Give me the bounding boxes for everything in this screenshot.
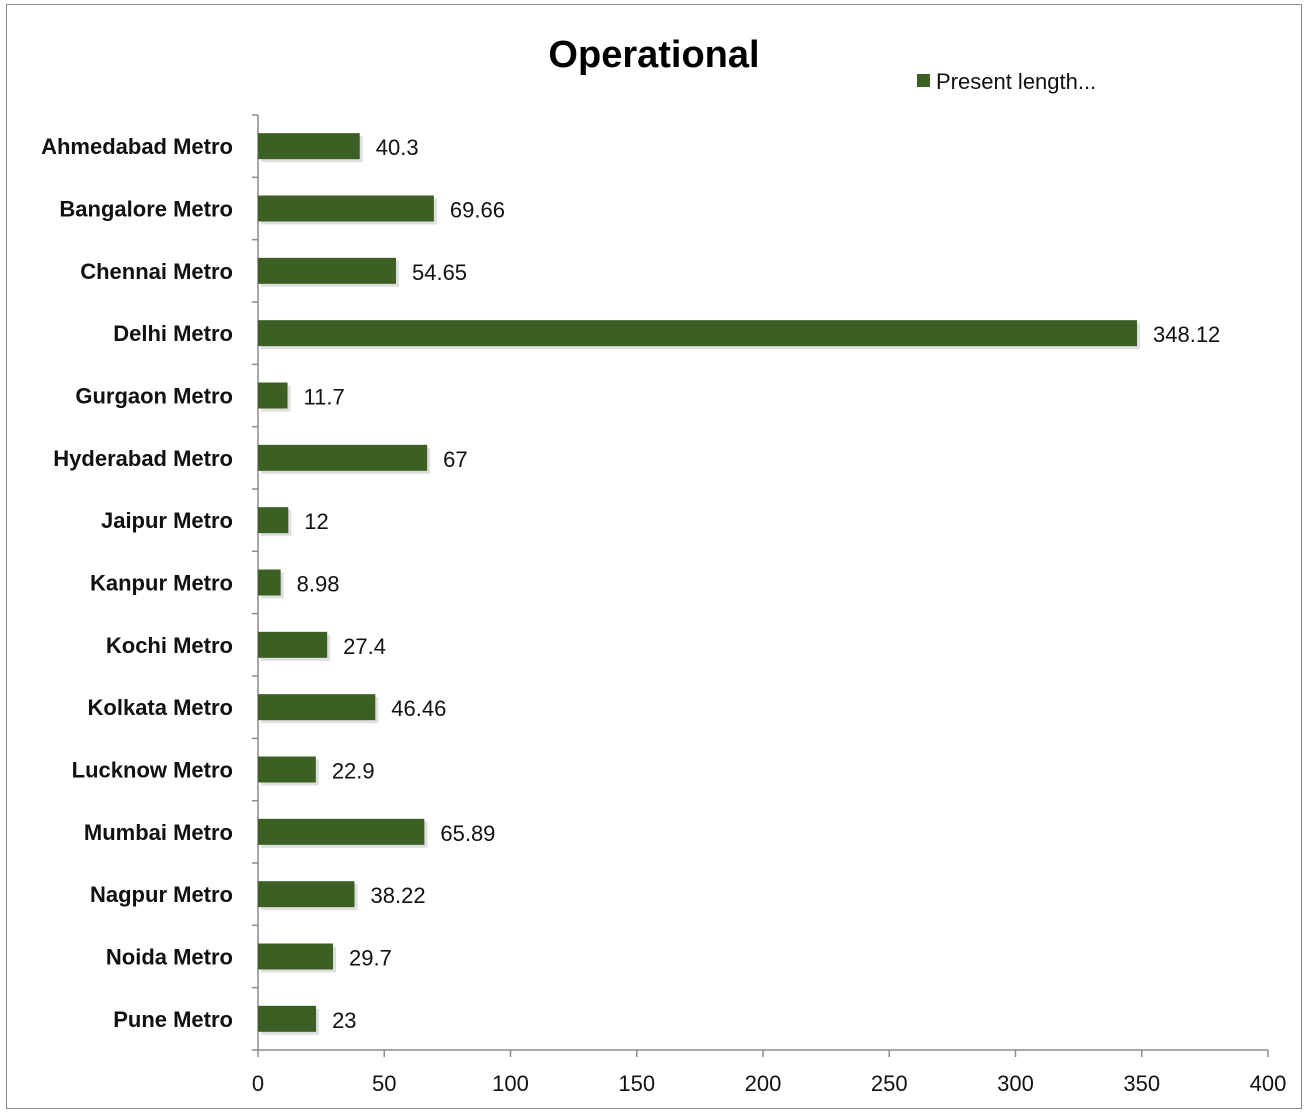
chart-title: Operational [548,34,759,76]
category-label: Chennai Metro [80,259,233,284]
x-tick-label: 200 [745,1071,782,1096]
bar [258,133,360,160]
data-label: 29.7 [349,946,392,971]
x-tick-label: 400 [1250,1071,1287,1096]
category-label: Lucknow Metro [72,758,233,783]
category-label: Bangalore Metro [59,197,233,222]
data-label: 8.98 [297,572,340,597]
bar [258,694,376,721]
x-tick-label: 0 [252,1071,264,1096]
category-label: Nagpur Metro [90,882,233,907]
data-label: 348.12 [1153,322,1220,347]
data-label: 69.66 [450,198,505,223]
chart-frame [6,4,1302,1109]
data-label: 23 [332,1008,356,1033]
category-label: Jaipur Metro [101,508,233,533]
category-label: Mumbai Metro [84,820,233,845]
x-tick-label: 300 [997,1071,1034,1096]
category-label: Hyderabad Metro [53,446,233,471]
data-label: 67 [443,447,467,472]
bar [258,881,355,908]
x-tick-label: 350 [1123,1071,1160,1096]
category-label: Ahmedabad Metro [41,134,233,159]
data-label: 46.46 [391,696,446,721]
bar [258,257,396,284]
bars [258,133,1141,1035]
category-label: Kolkata Metro [88,695,233,720]
bar [258,756,316,783]
category-label: Noida Metro [106,945,233,970]
data-label: 38.22 [371,883,426,908]
data-label: 11.7 [304,385,345,410]
bar [258,444,428,471]
category-label: Delhi Metro [113,321,233,346]
bar [258,569,281,596]
x-tick-label: 50 [372,1071,396,1096]
bar [258,320,1138,347]
bar [258,1005,317,1032]
legend-swatch [917,74,930,87]
x-tick-label: 250 [871,1071,908,1096]
x-tick-label: 100 [492,1071,529,1096]
category-label: Gurgaon Metro [75,384,233,409]
bar [258,507,289,534]
data-label: 12 [304,509,328,534]
data-label: 22.9 [332,759,375,784]
category-label: Pune Metro [113,1007,233,1032]
bar [258,195,434,222]
data-label: 40.3 [376,135,419,160]
category-label: Kanpur Metro [90,571,233,596]
labels: Ahmedabad Metro 40.3 Bangalore Metro 69.66 C… [41,134,1220,1033]
data-label: 27.4 [343,634,386,659]
bar [258,943,333,970]
x-tick-label: 150 [618,1071,655,1096]
data-label: 54.65 [412,260,467,285]
legend-label: Present length... [936,69,1096,94]
bar [258,631,328,658]
bar [258,818,425,845]
data-label: 65.89 [440,821,495,846]
category-label: Kochi Metro [106,633,233,658]
axes: 0 50 100 150 200 250 300 350 400 [252,114,1287,1096]
bar [258,382,288,409]
